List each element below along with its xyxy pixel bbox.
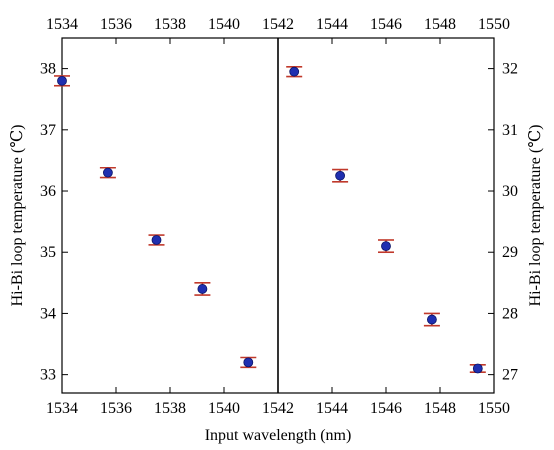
x-top-tick-label: 1550 <box>478 16 510 33</box>
data-points <box>57 66 483 374</box>
x-bottom-tick-label: 1550 <box>478 400 510 417</box>
x-top-tick-label: 1542 <box>262 16 294 33</box>
data-point <box>426 314 437 325</box>
data-point <box>289 66 300 77</box>
x-bottom-tick-label: 1538 <box>154 400 186 417</box>
x-top-tick-label: 1538 <box>154 16 186 33</box>
data-point <box>335 170 346 181</box>
y-right-tick-label: 30 <box>502 183 518 200</box>
y-left-tick-label: 36 <box>40 183 56 200</box>
x-top-tick-label: 1544 <box>316 16 348 33</box>
y-right-tick-label: 32 <box>502 61 518 78</box>
y-left-tick-label: 35 <box>40 244 56 261</box>
data-point <box>57 75 67 86</box>
x-bottom-tick-label: 1544 <box>316 400 348 417</box>
y-left-tick-label: 38 <box>40 61 56 78</box>
data-point <box>151 235 162 245</box>
error-bars <box>54 65 486 373</box>
data-point <box>103 167 113 178</box>
data-point <box>243 357 254 368</box>
y-left-tick-label: 37 <box>40 122 56 139</box>
x-bottom-tick-label: 1546 <box>370 400 402 417</box>
x-bottom-tick-label: 1548 <box>424 400 456 417</box>
x-bottom-tick-label: 1534 <box>46 400 78 417</box>
y-left-tick-label: 34 <box>40 305 56 322</box>
x-top-tick-label: 1534 <box>46 16 78 33</box>
y-right-tick-label: 31 <box>502 122 518 139</box>
x-top-tick-label: 1540 <box>208 16 240 33</box>
tick-marks <box>61 38 495 393</box>
data-point <box>381 241 391 252</box>
y-right-tick-label: 27 <box>502 367 518 384</box>
data-point <box>472 363 483 374</box>
x-axis-title: Input wavelength (nm) <box>205 427 352 444</box>
x-bottom-tick-label: 1540 <box>208 400 240 417</box>
x-top-tick-label: 1546 <box>370 16 402 33</box>
tick-labels: 1534 1536 1538 1540 1542 1544 1546 1548 1550 1534… <box>40 16 518 417</box>
x-bottom-tick-label: 1536 <box>100 400 132 417</box>
x-top-tick-label: 1536 <box>100 16 132 33</box>
y-left-tick-label: 33 <box>40 367 56 384</box>
x-bottom-tick-label: 1542 <box>262 400 294 417</box>
x-top-tick-label: 1548 <box>424 16 456 33</box>
y-right-tick-label: 29 <box>502 244 518 261</box>
data-point <box>197 284 208 294</box>
left-y-axis-title: Hi-Bi loop temperature (℃) <box>9 125 26 307</box>
right-y-axis-title: Hi-Bi loop temperature (℃) <box>527 125 544 307</box>
y-right-tick-label: 28 <box>502 305 518 322</box>
